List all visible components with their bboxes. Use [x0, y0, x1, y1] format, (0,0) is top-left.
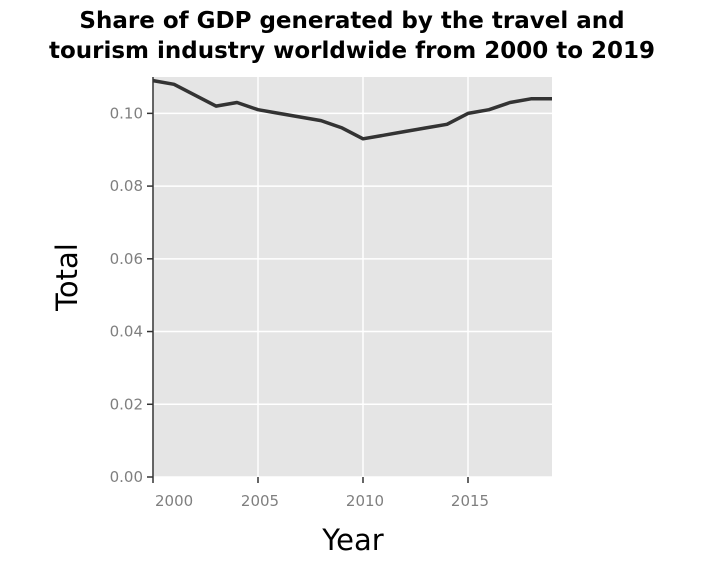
chart-title-line-2: tourism industry worldwide from 2000 to … — [48, 38, 656, 64]
x-tick-label: 2005 — [241, 492, 279, 510]
series-line — [152, 78, 552, 141]
series-layer — [152, 78, 552, 141]
chart-title-line-1: Share of GDP generated by the travel and — [79, 8, 625, 34]
y-tick-label: 0.10 — [110, 104, 143, 122]
axes: 0.00 0.02 0.04 0.06 0.08 0.10 2000 2005 2010 2015 — [110, 77, 489, 510]
chart-title: Share of GDP generated by the travel and… — [0, 6, 704, 66]
y-tick-label: 0.00 — [110, 468, 143, 486]
x-axis-title: Year — [321, 523, 383, 557]
plot-area — [153, 77, 552, 477]
y-tick-label: 0.04 — [110, 323, 143, 341]
y-tick-label: 0.06 — [110, 250, 143, 268]
x-tick-label: 2000 — [155, 492, 193, 510]
y-tick-label: 0.08 — [110, 177, 143, 195]
y-tick-label: 0.02 — [110, 395, 143, 413]
x-tick-label: 2010 — [346, 492, 384, 510]
y-axis-title: Total — [50, 243, 84, 312]
x-tick-label: 2015 — [451, 492, 489, 510]
